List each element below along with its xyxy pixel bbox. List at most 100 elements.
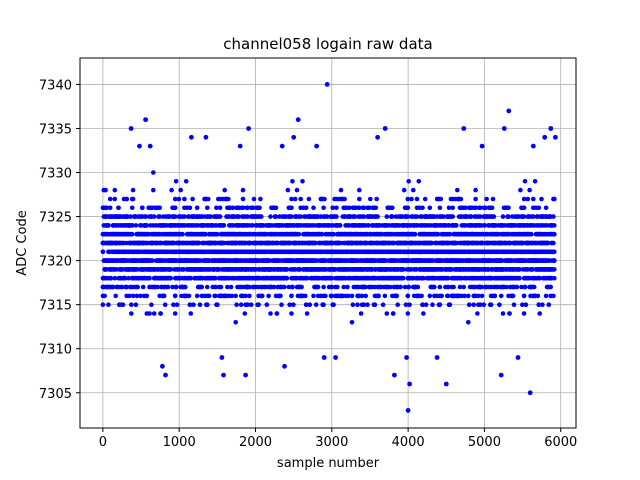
- data-point: [330, 205, 336, 211]
- data-point: [437, 205, 443, 211]
- data-point: [107, 196, 113, 202]
- data-point: [473, 196, 478, 202]
- data-point: [445, 284, 451, 290]
- data-point: [289, 311, 294, 316]
- data-point: [228, 284, 234, 290]
- data-point: [304, 311, 310, 316]
- data-point: [112, 187, 118, 193]
- data-point: [266, 293, 271, 299]
- data-point: [313, 240, 318, 246]
- data-point: [471, 302, 477, 308]
- data-point: [367, 205, 372, 211]
- data-point: [406, 284, 412, 290]
- data-point: [108, 275, 114, 281]
- data-point: [300, 179, 305, 184]
- data-point: [506, 205, 511, 211]
- data-point: [350, 302, 356, 308]
- data-point: [183, 284, 188, 290]
- data-point: [215, 231, 220, 237]
- data-point: [103, 187, 108, 193]
- data-point: [415, 284, 421, 290]
- data-point: [234, 302, 239, 308]
- data-point: [140, 284, 146, 290]
- data-point: [124, 284, 129, 290]
- data-point: [279, 302, 284, 308]
- data-point: [390, 205, 395, 211]
- data-point: [100, 302, 106, 308]
- data-point: [249, 223, 255, 228]
- data-point: [157, 214, 162, 219]
- data-point: [322, 196, 327, 202]
- data-point: [420, 205, 425, 211]
- data-point: [345, 284, 350, 290]
- data-point: [214, 205, 219, 211]
- data-point: [514, 284, 520, 290]
- data-point: [242, 311, 248, 316]
- data-point: [500, 214, 506, 219]
- data-point: [147, 311, 152, 316]
- data-point: [287, 302, 293, 308]
- data-point: [395, 302, 401, 308]
- data-point: [284, 267, 290, 272]
- data-point: [400, 275, 406, 281]
- data-point: [286, 284, 292, 290]
- data-point: [421, 311, 426, 316]
- data-point: [205, 284, 210, 290]
- data-point: [357, 196, 362, 202]
- data-point: [303, 293, 308, 299]
- data-point: [304, 275, 310, 281]
- data-point: [130, 187, 136, 193]
- data-point: [135, 284, 140, 290]
- data-point: [363, 293, 369, 299]
- data-point: [133, 302, 139, 308]
- data-point: [116, 205, 121, 211]
- data-point: [361, 205, 367, 211]
- data-point: [409, 196, 414, 202]
- data-point: [337, 223, 343, 228]
- data-point: [215, 302, 220, 308]
- data-point: [510, 293, 516, 299]
- data-point: [158, 311, 163, 316]
- data-point: [157, 205, 162, 211]
- data-point: [222, 187, 227, 193]
- data-point: [181, 267, 186, 272]
- data-point: [346, 205, 352, 211]
- data-point: [405, 293, 411, 299]
- data-point: [334, 214, 339, 219]
- data-point: [218, 284, 224, 290]
- data-point: [278, 293, 283, 299]
- data-point: [169, 187, 174, 193]
- data-point: [437, 302, 443, 308]
- data-point: [245, 205, 250, 211]
- data-point: [176, 196, 182, 202]
- data-point: [402, 284, 408, 290]
- data-point: [245, 214, 250, 219]
- data-point: [257, 205, 262, 211]
- data-point: [213, 284, 218, 290]
- data-point: [329, 284, 335, 290]
- data-point: [384, 311, 390, 316]
- data-point: [500, 311, 506, 316]
- data-point: [240, 196, 246, 202]
- data-point: [372, 302, 378, 308]
- data-point: [462, 293, 467, 299]
- data-point: [400, 267, 406, 272]
- data-point: [429, 240, 434, 246]
- data-point: [273, 214, 279, 219]
- data-point: [173, 179, 179, 184]
- data-point: [401, 187, 407, 193]
- data-point: [506, 214, 511, 219]
- data-point: [289, 205, 294, 211]
- data-point: [217, 205, 223, 211]
- data-point: [466, 320, 471, 325]
- data-point: [511, 302, 517, 308]
- data-point: [144, 223, 150, 228]
- data-point: [187, 205, 193, 211]
- data-point: [186, 293, 192, 299]
- data-point: [335, 284, 340, 290]
- data-point: [458, 196, 464, 202]
- data-point: [422, 196, 428, 202]
- data-point: [129, 205, 135, 211]
- data-point: [423, 302, 429, 308]
- data-point: [191, 302, 196, 308]
